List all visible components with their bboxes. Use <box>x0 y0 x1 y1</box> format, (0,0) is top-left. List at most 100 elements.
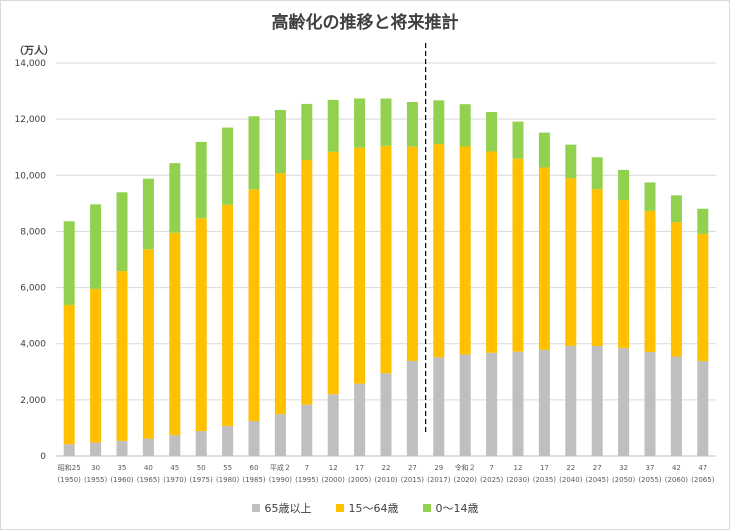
legend-label-65-plus: 65歳以上 <box>264 502 312 515</box>
bar-segment-series-2 <box>142 178 154 250</box>
bar-segment-series-2 <box>565 144 577 179</box>
x-tick-label: 47 <box>698 464 707 472</box>
bar-segment-series-0 <box>380 373 392 456</box>
chart-legend: 65歳以上 15～64歳 0～14歳 <box>0 500 730 516</box>
x-tick-label: 22 <box>382 464 391 472</box>
bar-segment-series-0 <box>670 356 682 456</box>
bar-segment-series-2 <box>116 192 128 272</box>
legend-item-65-plus: 65歳以上 <box>251 500 312 516</box>
bar-segment-series-2 <box>486 112 498 152</box>
x-tick-year-label: (2000) <box>322 476 346 484</box>
y-tick-label: 4,000 <box>20 340 46 350</box>
x-tick-year-label: (2025) <box>480 476 504 484</box>
x-tick-year-label: (2035) <box>533 476 557 484</box>
bar-segment-series-2 <box>538 132 550 168</box>
legend-item-0-14: 0～14歳 <box>422 500 479 516</box>
bar-segment-series-1 <box>354 147 366 384</box>
x-tick-label: 42 <box>672 464 681 472</box>
x-tick-year-label: (2005) <box>348 476 372 484</box>
bar-segment-series-2 <box>248 116 260 190</box>
x-tick-year-label: (2020) <box>454 476 478 484</box>
bar-segment-series-1 <box>274 173 286 415</box>
x-tick-label: 35 <box>118 464 127 472</box>
bar-segment-series-1 <box>459 146 471 355</box>
bar-segment-series-0 <box>486 352 498 456</box>
bar-segment-series-0 <box>565 345 577 456</box>
bar-segment-series-1 <box>248 189 260 421</box>
bar-segment-series-2 <box>222 127 234 205</box>
bar-segment-series-1 <box>486 151 498 353</box>
bar-segment-series-0 <box>618 348 630 456</box>
bar-segment-series-1 <box>116 271 128 441</box>
x-tick-year-label: (2055) <box>638 476 662 484</box>
bar-segment-series-2 <box>459 104 471 147</box>
x-tick-year-label: (2017) <box>427 476 451 484</box>
bar-segment-series-2 <box>512 121 524 159</box>
bar-segment-series-1 <box>195 218 207 432</box>
x-tick-year-label: (1955) <box>84 476 108 484</box>
bar-segment-series-1 <box>670 222 682 357</box>
bar-segment-series-0 <box>116 440 128 456</box>
x-tick-year-label: (2015) <box>401 476 425 484</box>
x-tick-label: 7 <box>305 464 309 472</box>
x-tick-label: 昭和25 <box>58 463 81 472</box>
bar-segment-series-0 <box>591 345 603 456</box>
y-tick-label: 6,000 <box>20 284 46 294</box>
bar-segment-series-2 <box>90 204 102 289</box>
bar-segment-series-1 <box>512 158 524 352</box>
x-tick-label: 17 <box>355 464 364 472</box>
legend-swatch-65-plus <box>251 504 260 512</box>
bar-segment-series-1 <box>142 249 154 439</box>
bar-segment-series-0 <box>406 360 418 456</box>
x-tick-label: 7 <box>489 464 493 472</box>
x-tick-label: 50 <box>197 464 206 472</box>
bar-segment-series-1 <box>90 288 102 443</box>
bar-segment-series-0 <box>538 349 550 456</box>
bar-segment-series-0 <box>169 435 181 456</box>
x-tick-year-label: (2030) <box>506 476 530 484</box>
x-tick-label: 平成２ <box>270 463 291 472</box>
bar-segment-series-2 <box>644 182 656 211</box>
y-tick-label: 8,000 <box>20 227 46 237</box>
bar-segment-series-1 <box>618 200 630 349</box>
x-tick-label: 12 <box>514 464 523 472</box>
x-tick-label: 27 <box>593 464 602 472</box>
x-tick-year-label: (2045) <box>586 476 610 484</box>
bar-segment-series-1 <box>538 167 550 350</box>
bar-segment-series-0 <box>248 420 260 456</box>
bar-segment-series-0 <box>195 431 207 456</box>
x-tick-year-label: (1995) <box>295 476 319 484</box>
bar-segment-series-1 <box>222 204 234 427</box>
x-tick-year-label: (1960) <box>110 476 134 484</box>
bar-segment-series-2 <box>591 157 603 190</box>
bar-segment-series-1 <box>644 210 656 353</box>
bar-segment-series-0 <box>63 444 75 456</box>
x-tick-year-label: (2060) <box>665 476 689 484</box>
y-tick-label: 10,000 <box>15 171 47 181</box>
chart-title: 高齢化の推移と将来推計 <box>271 13 459 33</box>
y-tick-label: 0 <box>40 452 46 462</box>
bar-segment-series-2 <box>301 103 313 161</box>
bar-segment-series-2 <box>433 100 445 145</box>
bar-segment-series-2 <box>169 163 181 233</box>
bar-segment-series-2 <box>195 141 207 219</box>
y-axis-unit-label: （万人） <box>14 46 54 57</box>
bar-segment-series-2 <box>670 195 682 223</box>
y-tick-label: 14,000 <box>15 59 47 69</box>
bar-segment-series-2 <box>697 208 709 234</box>
bar-segment-series-1 <box>301 160 313 405</box>
x-tick-year-label: (1970) <box>163 476 187 484</box>
x-tick-label: 32 <box>619 464 628 472</box>
bar-segment-series-1 <box>380 145 392 374</box>
bar-segment-series-0 <box>142 438 154 456</box>
bar-segment-series-1 <box>565 178 577 346</box>
legend-label-0-14: 0～14歳 <box>435 502 479 515</box>
x-tick-year-label: (2050) <box>612 476 636 484</box>
bar-segment-series-0 <box>459 354 471 456</box>
x-tick-year-label: (2040) <box>559 476 583 484</box>
bar-segment-series-0 <box>301 404 313 456</box>
bar-segment-series-0 <box>274 414 286 456</box>
legend-label-15-64: 15～64歳 <box>348 502 399 515</box>
bar-segment-series-1 <box>327 151 339 395</box>
